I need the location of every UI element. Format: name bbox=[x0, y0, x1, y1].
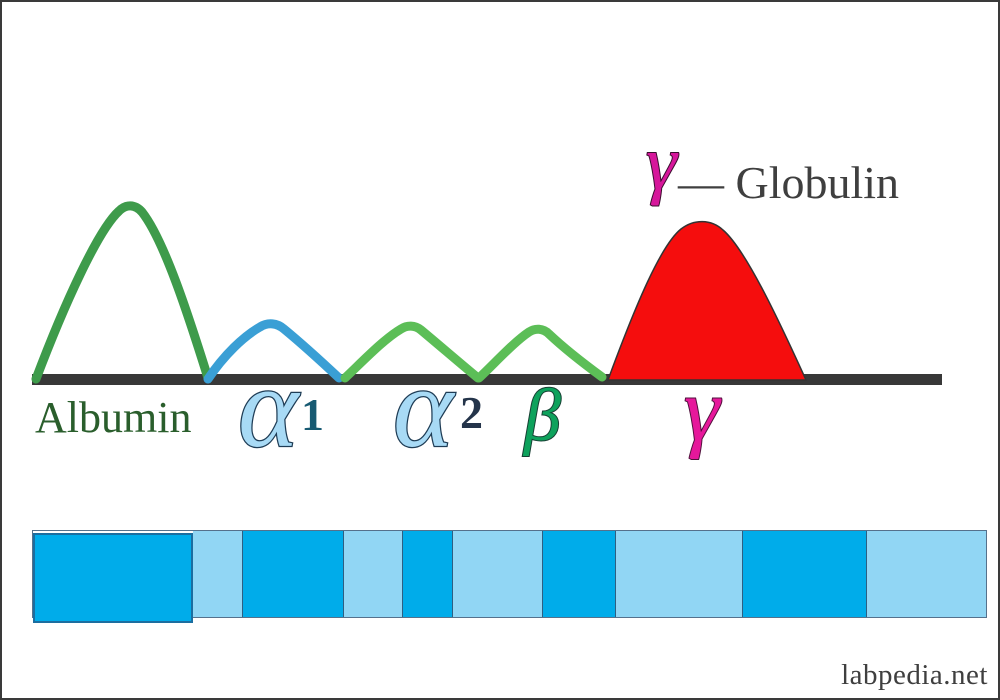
gamma-symbol: γ bbox=[684, 361, 722, 460]
beta-symbol: β bbox=[522, 375, 561, 457]
gel-band-light bbox=[616, 531, 742, 617]
alpha1-symbol: α bbox=[238, 344, 301, 471]
gel-band-dark bbox=[402, 531, 453, 617]
alpha1-peak bbox=[203, 319, 344, 384]
albumin-label: Albumin bbox=[35, 393, 191, 442]
baseline-bar bbox=[32, 374, 942, 385]
beta-peak bbox=[474, 324, 607, 383]
watermark: labpedia.net bbox=[841, 659, 988, 691]
albumin-peak bbox=[31, 201, 213, 384]
gel-band-light bbox=[344, 531, 402, 617]
gel-band-light bbox=[867, 531, 986, 617]
alpha2-number: 2 bbox=[460, 387, 483, 438]
gel-strip bbox=[32, 530, 987, 623]
legend-globulin-text: — Globulin bbox=[677, 157, 899, 208]
gel-band-dark bbox=[33, 533, 193, 623]
alpha2-peak bbox=[340, 321, 483, 383]
alpha2-symbol: α bbox=[393, 344, 456, 471]
gel-band-dark bbox=[242, 531, 344, 617]
gel-band-dark bbox=[542, 531, 616, 617]
gel-band-light bbox=[453, 531, 542, 617]
gamma-peak bbox=[606, 220, 808, 381]
gel-band-dark bbox=[742, 531, 867, 617]
legend-gamma-symbol: γ bbox=[646, 119, 679, 206]
gel-band-light bbox=[193, 531, 242, 617]
alpha1-number: 1 bbox=[301, 389, 324, 440]
